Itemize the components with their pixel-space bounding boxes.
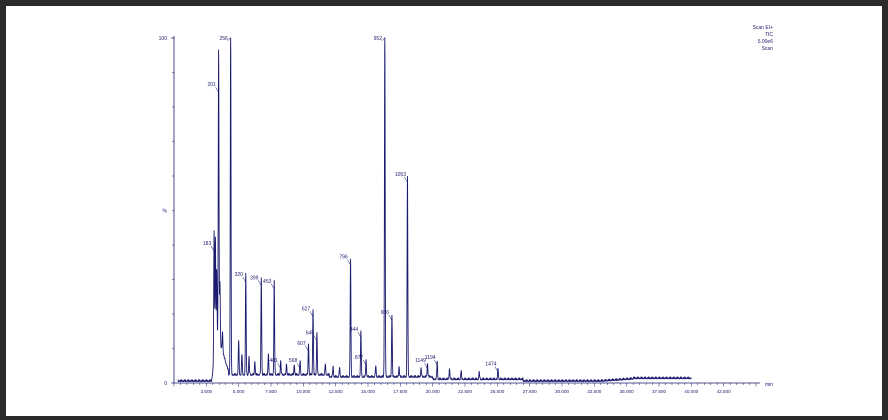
x-tick-label: 5.000 — [233, 389, 245, 394]
x-tick-label: 27.500 — [523, 389, 537, 394]
peak-leader — [296, 363, 301, 369]
peak-leader — [381, 37, 386, 42]
peak-label: 568 — [289, 358, 298, 364]
peak-leader — [357, 332, 362, 338]
peak-leader — [215, 87, 219, 93]
chromatogram-window: 0 100% 2.500 5.000 7.500 10.000 12.500 15.000 17… — [6, 6, 882, 416]
y-tick-label: 100 — [159, 36, 168, 42]
peak-leader — [494, 366, 499, 373]
x-tick-label: 37.500 — [652, 389, 666, 394]
x-tick-label: 2.500 — [201, 389, 213, 394]
peak-leader — [271, 283, 275, 290]
x-tick-label: 20.000 — [426, 389, 440, 394]
peak-leader — [347, 259, 351, 266]
peak-label: 399 — [250, 275, 259, 281]
peak-label: 952 — [374, 36, 383, 42]
x-tick-label: 15.000 — [361, 389, 375, 394]
x-tick-label: 30.000 — [555, 389, 569, 394]
peak-label: 796 — [339, 255, 348, 261]
x-tick-label: 32.500 — [587, 389, 601, 394]
peak-leader — [424, 363, 428, 369]
peak-label: 645 — [306, 331, 315, 337]
peak-label: 183 — [203, 241, 212, 247]
x-tick-label: 7.500 — [265, 389, 277, 394]
x-tick-label: 22.500 — [458, 389, 472, 394]
peak-leader — [227, 37, 231, 42]
peak-label: 201 — [207, 82, 216, 88]
peak-label: 986 — [381, 310, 390, 316]
peak-label: 1194 — [425, 355, 436, 361]
intensity-scale-text: 5.00e6 — [758, 39, 774, 45]
axes: 0 100% 2.500 5.000 7.500 10.000 12.500 15.000 17… — [159, 36, 773, 394]
x-tick-label: 10.000 — [296, 389, 310, 394]
y-axis-label: % — [163, 209, 168, 215]
peak-label: 1053 — [395, 172, 406, 178]
peak-label: 844 — [350, 327, 359, 333]
y-tick-label: 0 — [164, 381, 167, 387]
peak-label: 627 — [302, 306, 311, 312]
x-tick-label: 17.500 — [393, 389, 407, 394]
peak-label: 877 — [355, 355, 364, 361]
peak-leader — [388, 314, 393, 321]
x-tick-label: 25.000 — [490, 389, 504, 394]
peak-leader — [404, 176, 408, 183]
scan-mode-text: Scan EI+ — [753, 25, 774, 31]
peak-label: 320 — [235, 272, 244, 278]
scan-label-text: Scan — [762, 46, 774, 52]
peak-label: 1149 — [415, 358, 426, 364]
peak-leader — [433, 359, 438, 366]
trace-type-text: TIC — [765, 32, 773, 38]
peak-leader — [277, 363, 281, 369]
peak-leader — [258, 280, 262, 287]
peak-leader — [313, 335, 318, 342]
peak-leader — [210, 245, 215, 252]
tic-trace — [177, 37, 692, 383]
peak-label: 453 — [263, 279, 272, 285]
peak-leader — [362, 359, 367, 366]
peak-leader — [305, 345, 309, 352]
peak-label: 481 — [270, 358, 279, 364]
peak-leader — [309, 311, 314, 318]
x-tick-label: 40.000 — [684, 389, 698, 394]
x-tick-label: 35.000 — [620, 389, 634, 394]
x-tick-label: 12.500 — [329, 389, 343, 394]
x-axis-unit: min — [765, 382, 773, 388]
peak-label: 607 — [297, 341, 306, 347]
peak-leader — [242, 276, 246, 283]
x-tick-label: 42.500 — [717, 389, 731, 394]
peak-label: 256 — [219, 36, 228, 42]
peak-label: 1474 — [485, 362, 496, 368]
peak-marks: 183 201 256 320 399 453 481 568 607 627 645 796 844 8… — [203, 36, 499, 373]
scan-info-header: Scan EI+ TIC 5.00e6 Scan — [753, 25, 774, 52]
chromatogram-chart: 0 100% 2.500 5.000 7.500 10.000 12.500 15.000 17… — [159, 25, 774, 394]
